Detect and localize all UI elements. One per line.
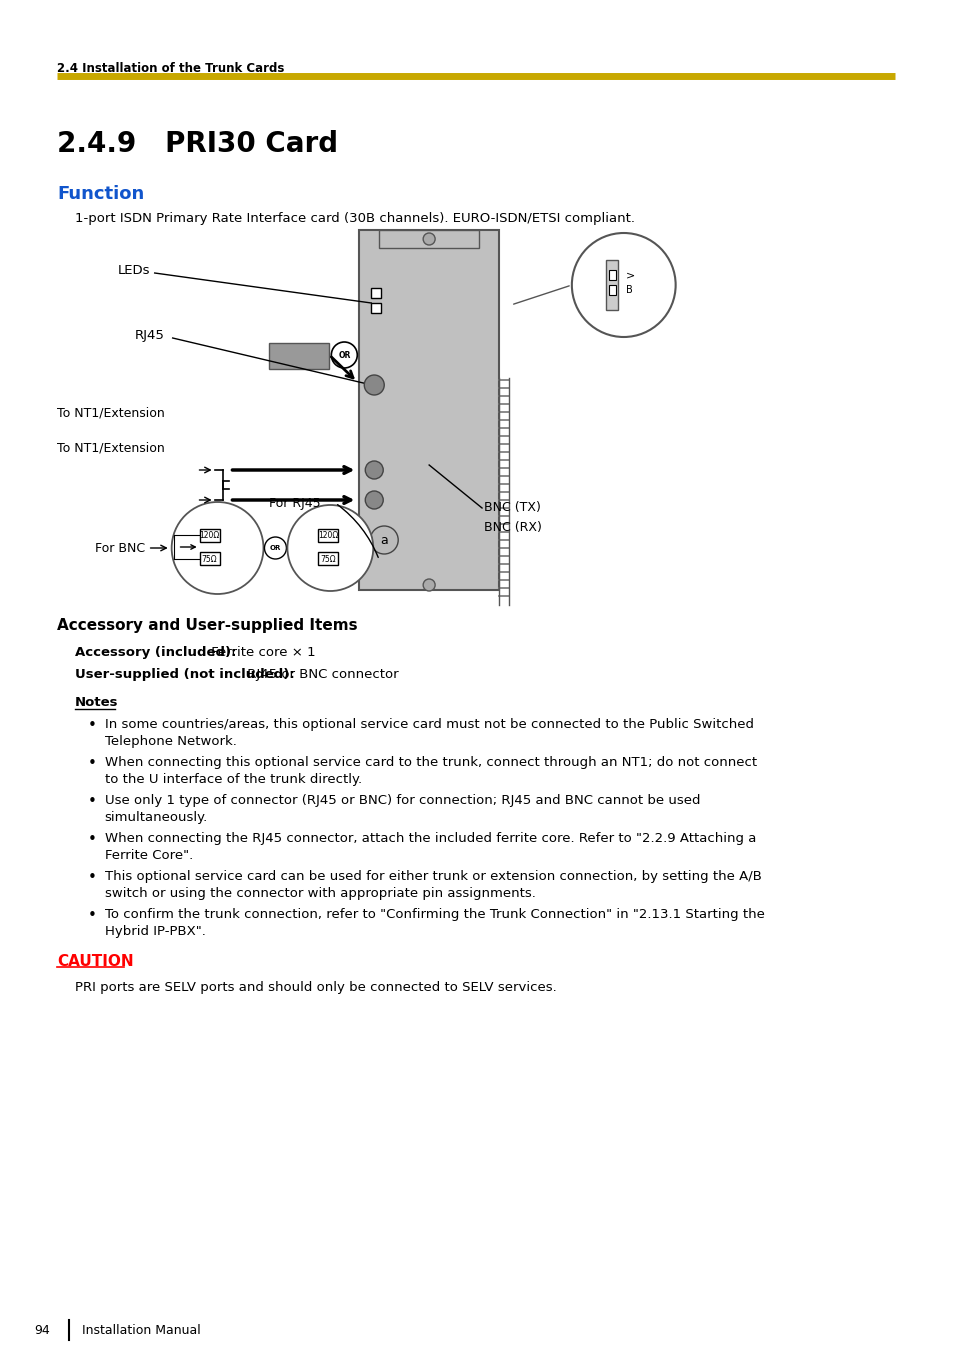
Text: In some countries/areas, this optional service card must not be connected to the: In some countries/areas, this optional s…: [105, 717, 753, 731]
Text: Function: Function: [57, 185, 144, 203]
Text: •: •: [88, 717, 96, 734]
Text: 75Ω: 75Ω: [320, 554, 335, 563]
Text: To NT1/Extension: To NT1/Extension: [57, 407, 165, 420]
Text: Telephone Network.: Telephone Network.: [105, 735, 236, 748]
Text: 2.4.9   PRI30 Card: 2.4.9 PRI30 Card: [57, 130, 337, 158]
Bar: [608, 270, 615, 280]
Text: For RJ45: For RJ45: [269, 497, 321, 511]
Text: PRI ports are SELV ports and should only be connected to SELV services.: PRI ports are SELV ports and should only…: [74, 981, 556, 994]
Text: •: •: [88, 757, 96, 771]
Text: To confirm the trunk connection, refer to "Confirming the Trunk Connection" in ": To confirm the trunk connection, refer t…: [105, 908, 764, 921]
Text: For BNC: For BNC: [94, 542, 145, 554]
Circle shape: [365, 461, 383, 480]
Text: This optional service card can be used for either trunk or extension connection,: This optional service card can be used f…: [105, 870, 760, 884]
Text: Accessory (included):: Accessory (included):: [74, 646, 236, 659]
Text: 120Ω: 120Ω: [199, 531, 219, 539]
Bar: [379, 230, 478, 249]
Circle shape: [423, 232, 435, 245]
Circle shape: [331, 342, 357, 367]
Text: to the U interface of the trunk directly.: to the U interface of the trunk directly…: [105, 773, 361, 786]
Circle shape: [423, 580, 435, 590]
Circle shape: [364, 376, 384, 394]
Circle shape: [287, 505, 373, 590]
Text: To NT1/Extension: To NT1/Extension: [57, 442, 165, 454]
Circle shape: [264, 536, 286, 559]
Circle shape: [571, 232, 675, 336]
Text: Ferrite core × 1: Ferrite core × 1: [207, 646, 314, 659]
Text: When connecting this optional service card to the trunk, connect through an NT1;: When connecting this optional service ca…: [105, 757, 756, 769]
Text: switch or using the connector with appropriate pin assignments.: switch or using the connector with appro…: [105, 888, 535, 900]
Text: BNC (TX): BNC (TX): [483, 501, 540, 515]
Text: User-supplied (not included):: User-supplied (not included):: [74, 667, 294, 681]
Text: Accessory and User-supplied Items: Accessory and User-supplied Items: [57, 617, 357, 634]
Text: CAUTION: CAUTION: [57, 954, 133, 969]
Text: LEDs: LEDs: [117, 263, 151, 277]
Text: a: a: [380, 534, 388, 547]
Bar: [199, 553, 219, 565]
Bar: [605, 259, 618, 309]
Text: OR: OR: [337, 350, 350, 359]
Bar: [318, 530, 338, 542]
Text: simultaneously.: simultaneously.: [105, 811, 208, 824]
Text: •: •: [88, 832, 96, 847]
Text: Installation Manual: Installation Manual: [82, 1324, 200, 1336]
Text: When connecting the RJ45 connector, attach the included ferrite core. Refer to ": When connecting the RJ45 connector, atta…: [105, 832, 756, 844]
Text: •: •: [88, 908, 96, 923]
Bar: [318, 553, 338, 565]
Text: 94: 94: [34, 1324, 50, 1336]
Text: RJ45 or BNC connector: RJ45 or BNC connector: [242, 667, 397, 681]
Text: BNC (RX): BNC (RX): [483, 521, 541, 535]
Text: •: •: [88, 794, 96, 809]
Text: RJ45: RJ45: [134, 328, 165, 342]
Bar: [371, 288, 381, 299]
Bar: [199, 530, 219, 542]
Bar: [359, 230, 498, 590]
Bar: [608, 285, 615, 295]
Text: B: B: [625, 285, 632, 295]
Bar: [269, 343, 329, 369]
Text: •: •: [88, 870, 96, 885]
Text: 1-port ISDN Primary Rate Interface card (30B channels). EURO-ISDN/ETSI compliant: 1-port ISDN Primary Rate Interface card …: [74, 212, 634, 226]
Text: 120Ω: 120Ω: [318, 531, 338, 539]
Text: Hybrid IP-PBX".: Hybrid IP-PBX".: [105, 925, 206, 938]
Text: 75Ω: 75Ω: [201, 554, 217, 563]
Text: Ferrite Core".: Ferrite Core".: [105, 848, 193, 862]
Circle shape: [172, 503, 263, 594]
Circle shape: [370, 526, 397, 554]
Text: >: >: [625, 270, 635, 280]
Text: Use only 1 type of connector (RJ45 or BNC) for connection; RJ45 and BNC cannot b: Use only 1 type of connector (RJ45 or BN…: [105, 794, 700, 807]
Bar: [371, 303, 381, 313]
Text: Notes: Notes: [74, 696, 118, 709]
Circle shape: [365, 490, 383, 509]
Text: OR: OR: [270, 544, 281, 551]
Text: 2.4 Installation of the Trunk Cards: 2.4 Installation of the Trunk Cards: [57, 62, 284, 76]
